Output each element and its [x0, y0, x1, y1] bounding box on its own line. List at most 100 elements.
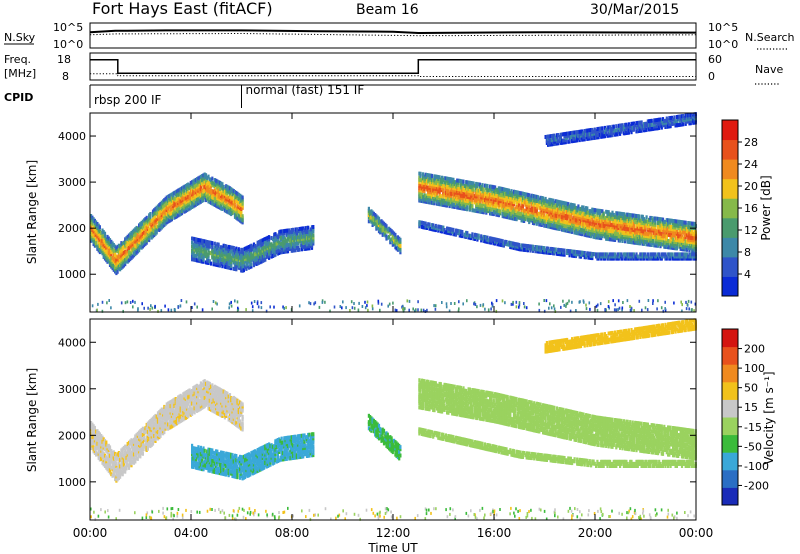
heatmap-cell [582, 215, 585, 220]
heatmap-cell [472, 236, 475, 241]
heatmap-cell [144, 225, 147, 230]
heatmap-cell [610, 212, 613, 217]
heatmap-cell [520, 210, 523, 215]
heatmap-cell [571, 249, 574, 254]
heatmap-cell [98, 225, 101, 230]
heatmap-cell [422, 195, 425, 200]
heatmap-cell [240, 251, 243, 256]
heatmap-cell [206, 194, 209, 199]
heatmap-cell [418, 192, 421, 197]
heatmap-cell [627, 221, 630, 226]
heatmap-cell [535, 201, 538, 206]
heatmap-cell [260, 243, 263, 247]
heatmap-cell [538, 199, 541, 204]
heatmap-cell [300, 237, 303, 241]
heatmap-cell [481, 183, 484, 188]
heatmap-cell [506, 242, 509, 247]
heatmap-cell [600, 221, 603, 226]
heatmap-cell [134, 229, 137, 234]
heatmap-cell [439, 177, 442, 182]
heatmap-cell [687, 237, 690, 242]
heatmap-cell [574, 210, 577, 214]
heatmap-cell [201, 259, 204, 264]
heatmap-cell [121, 260, 124, 265]
heatmap-cell [174, 190, 177, 195]
heatmap-cell [673, 244, 676, 248]
heatmap-cell [236, 202, 239, 207]
heatmap-cell [225, 209, 228, 214]
heatmap-cell [684, 239, 687, 244]
heatmap-cell [275, 246, 278, 250]
heatmap-cell [269, 244, 272, 249]
heatmap-cell [240, 247, 243, 252]
heatmap-cell [632, 232, 636, 237]
heatmap-cell [145, 215, 148, 220]
heatmap-cell [312, 235, 315, 240]
heatmap-cell [525, 209, 528, 214]
heatmap-cell [223, 262, 226, 267]
heatmap-cell [279, 231, 282, 236]
heatmap-cell [216, 179, 219, 184]
heatmap-cell [428, 222, 431, 227]
heatmap-cell [225, 244, 228, 249]
heatmap-cell [204, 181, 208, 186]
heatmap-cell [616, 217, 619, 222]
heatmap-cell [241, 250, 244, 255]
heatmap-cell [645, 236, 648, 241]
heatmap-cell [549, 216, 552, 221]
heatmap-cell [492, 199, 495, 204]
heatmap-cell [222, 205, 225, 210]
cpid-segment-normal: normal (fast) 151 IF [246, 83, 365, 97]
heatmap-cell [178, 187, 181, 192]
heatmap-cell [579, 209, 583, 214]
heatmap-cell [511, 199, 514, 204]
heatmap-cell [672, 233, 675, 238]
heatmap-cell [251, 253, 254, 258]
heatmap-cell [648, 232, 651, 237]
heatmap-cell [511, 243, 514, 248]
heatmap-cell [553, 251, 556, 256]
heatmap-cell [189, 183, 192, 187]
heatmap-cell [693, 232, 696, 237]
heatmap-cell [550, 219, 553, 224]
heatmap-cell [211, 197, 214, 202]
heatmap-cell [184, 196, 187, 201]
heatmap-cell [183, 199, 186, 204]
heatmap-cell [611, 233, 614, 238]
heatmap-cell [256, 240, 259, 245]
heatmap-cell [269, 251, 272, 256]
heatmap-cell [250, 256, 253, 261]
heatmap-cell [231, 252, 234, 256]
heatmap-cell [399, 239, 402, 244]
heatmap-cell [462, 192, 465, 197]
heatmap-cell [473, 234, 476, 239]
heatmap-cell [555, 205, 559, 210]
heatmap-cell [209, 194, 213, 199]
heatmap-cell [675, 244, 678, 249]
heatmap-cell [293, 236, 296, 240]
heatmap-cell [475, 202, 478, 207]
heatmap-cell [593, 235, 596, 240]
heatmap-cell [518, 203, 521, 208]
heatmap-cell [459, 191, 463, 196]
heatmap-cell [235, 207, 238, 212]
heatmap-cell [233, 206, 237, 211]
heatmap-cell [132, 247, 136, 252]
heatmap-cell [494, 204, 497, 209]
heatmap-cell [300, 228, 303, 233]
heatmap-cell [559, 208, 562, 213]
heatmap-cell [544, 219, 547, 224]
heatmap-cell [419, 186, 422, 191]
heatmap-cell [548, 224, 551, 229]
heatmap-cell [172, 206, 175, 211]
heatmap-cell [548, 204, 551, 208]
heatmap-cell [131, 231, 134, 236]
heatmap-cell [526, 201, 529, 206]
heatmap-cell [427, 193, 430, 198]
heatmap-cell [631, 213, 634, 218]
heatmap-cell [228, 202, 232, 207]
heatmap-cell [235, 195, 238, 200]
heatmap-cell [607, 216, 610, 221]
heatmap-cell [590, 253, 593, 258]
heatmap-cell [273, 253, 276, 258]
